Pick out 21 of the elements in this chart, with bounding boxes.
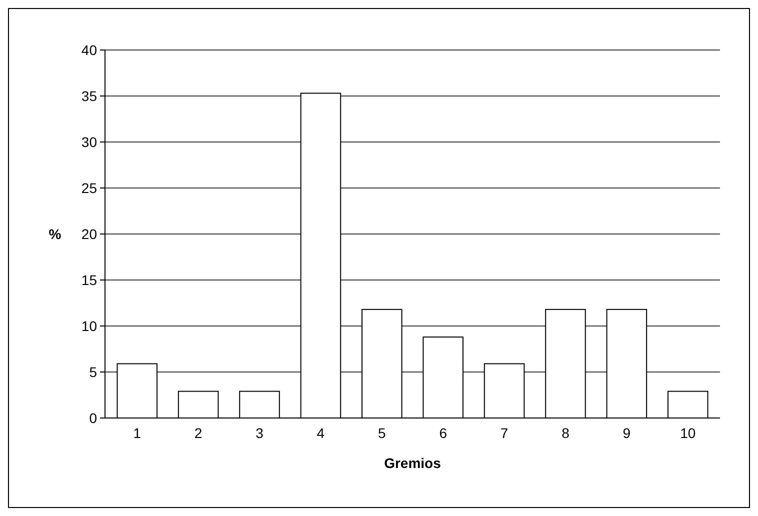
x-tick-label: 4 bbox=[316, 425, 325, 441]
y-tick-label: 30 bbox=[81, 134, 98, 150]
y-tick-label: 10 bbox=[81, 318, 98, 334]
x-tick-label: 1 bbox=[133, 425, 142, 441]
x-tick-label: 3 bbox=[256, 425, 264, 441]
y-tick-label: 0 bbox=[89, 410, 98, 426]
y-tick-label: 25 bbox=[81, 180, 98, 196]
x-tick-label: 8 bbox=[562, 425, 570, 441]
x-tick-label: 2 bbox=[194, 425, 202, 441]
x-tick-label: 6 bbox=[439, 425, 448, 441]
x-tick-label: 7 bbox=[500, 425, 508, 441]
y-tick-label: 35 bbox=[81, 88, 98, 104]
y-tick-label: 20 bbox=[81, 226, 98, 242]
x-tick-label: 9 bbox=[622, 425, 631, 441]
y-axis-title: % bbox=[48, 226, 62, 242]
x-tick-label: 5 bbox=[378, 425, 386, 441]
y-tick-label: 15 bbox=[81, 272, 98, 288]
y-tick-label: 40 bbox=[81, 42, 98, 58]
y-tick-label: 5 bbox=[89, 364, 98, 380]
x-tick-label: 10 bbox=[680, 425, 696, 441]
x-axis-title: Gremios bbox=[384, 455, 442, 471]
